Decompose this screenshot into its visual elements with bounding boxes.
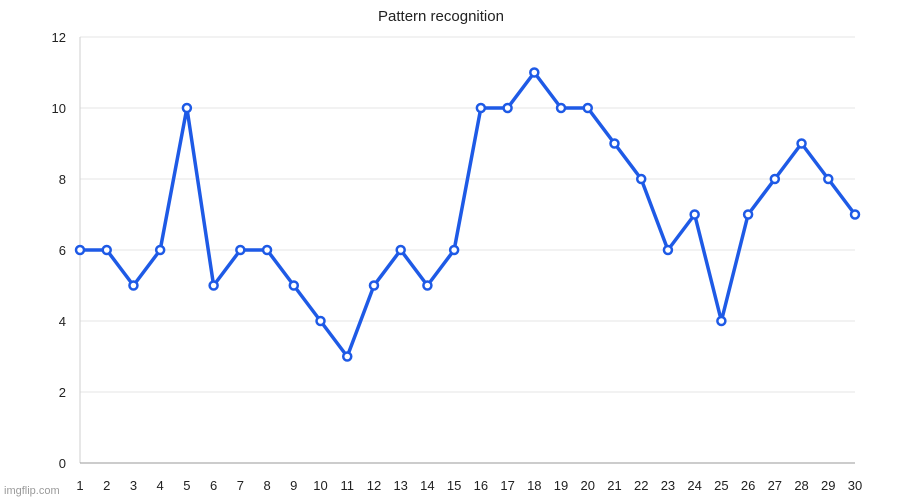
x-tick-label: 20 [581,478,595,493]
data-point [395,244,406,256]
series-line [78,70,857,359]
data-point [422,280,433,291]
x-tick-label: 26 [741,478,755,493]
x-tick-label: 11 [340,478,354,493]
x-tick-label: 19 [554,478,568,493]
data-point [502,102,513,114]
data-point [101,244,112,256]
data-point [689,209,700,220]
x-tick-label: 17 [500,478,514,493]
x-tick-label: 28 [794,478,808,493]
data-point [823,173,834,185]
y-tick-label: 10 [52,101,66,116]
data-point [609,138,620,149]
data-point [74,244,86,256]
x-tick-label: 8 [263,478,270,493]
data-point [582,102,594,114]
x-tick-label: 10 [313,478,327,493]
gridlines [80,36,855,393]
data-point [849,209,861,220]
data-point [261,244,273,256]
data-point [315,315,326,327]
data-point [769,173,781,185]
data-point [341,351,353,362]
x-tick-label: 9 [290,478,297,493]
data-point [529,67,540,78]
data-point [796,138,807,149]
x-tick-label: 12 [367,478,381,493]
data-point [555,102,567,114]
x-tick-label: 24 [687,478,701,493]
y-tick-labels: 0 2 4 6 8 10 12 [52,30,66,471]
data-point [716,315,727,327]
x-tick-label: 14 [420,478,434,493]
y-tick-label: 2 [59,385,66,400]
chart-title: Pattern recognition [378,8,504,25]
data-point [368,280,380,291]
x-tick-label: 23 [661,478,675,493]
x-tick-label: 27 [768,478,782,493]
x-tick-label: 21 [607,478,621,493]
x-tick-label: 7 [237,478,244,493]
x-tick-label: 30 [848,478,862,493]
x-tick-label: 3 [130,478,137,493]
y-tick-label: 4 [59,314,66,329]
x-tick-label: 25 [714,478,728,493]
data-point [235,244,246,256]
x-tick-label: 13 [393,478,407,493]
x-tick-label: 1 [76,478,83,493]
data-point [742,209,754,220]
x-tick-label: 22 [634,478,648,493]
data-point [475,102,487,114]
x-tick-label: 2 [103,478,110,493]
data-point [154,244,166,256]
data-point [448,244,460,256]
x-tick-label: 29 [821,478,835,493]
x-tick-label: 4 [157,478,164,493]
data-point [208,280,219,291]
data-point [128,280,139,291]
y-tick-label: 12 [52,30,66,45]
x-tick-label: 6 [210,478,217,493]
x-tick-label: 18 [527,478,541,493]
series [74,67,861,362]
y-tick-label: 6 [59,243,66,258]
data-point [288,280,300,291]
y-tick-label: 0 [59,456,66,471]
data-point [181,102,193,114]
y-tick-label: 8 [59,172,66,187]
x-tick-label: 15 [447,478,461,493]
x-tick-label: 16 [474,478,488,493]
watermark: imgflip.com [4,485,60,497]
x-tick-labels: 1 2 3 4 5 6 7 8 9 10 11 12 13 14 15 16 17 18 19 20 21 22 23 24 2… [76,478,862,493]
x-tick-label: 5 [183,478,190,493]
data-point [662,244,674,256]
data-point [635,173,647,185]
